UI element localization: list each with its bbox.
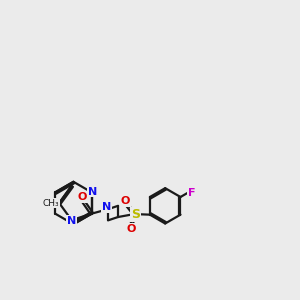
- Text: O: O: [127, 224, 136, 234]
- Text: N: N: [88, 187, 97, 196]
- Text: O: O: [121, 196, 130, 206]
- Text: O: O: [77, 192, 87, 202]
- Text: F: F: [188, 188, 195, 198]
- Text: N: N: [67, 216, 76, 226]
- Text: S: S: [130, 208, 140, 220]
- Text: N: N: [102, 202, 111, 212]
- Text: CH₃: CH₃: [43, 199, 59, 208]
